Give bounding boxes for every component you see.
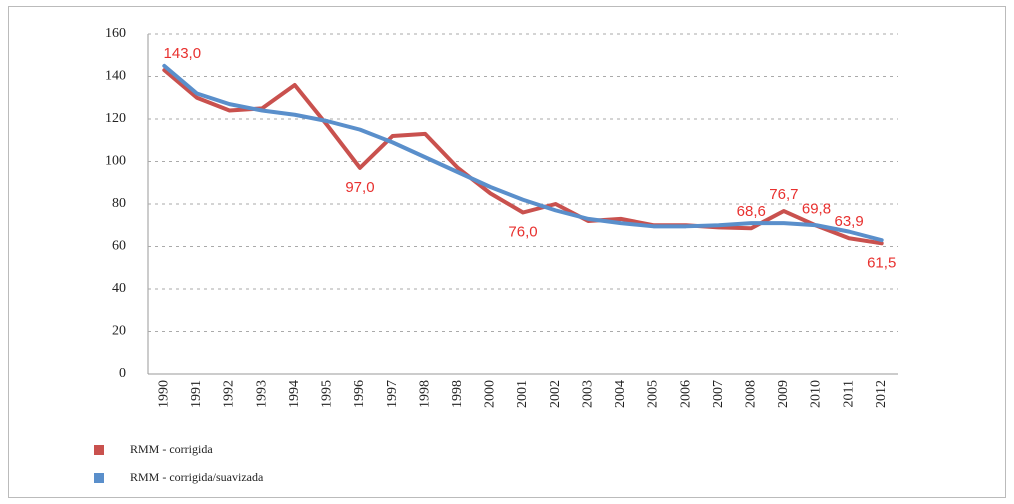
data-label: 69,8 bbox=[802, 201, 831, 218]
x-tick-label: 2003 bbox=[580, 380, 595, 408]
x-tick-label: 1995 bbox=[320, 380, 335, 408]
y-tick-label: 20 bbox=[112, 324, 126, 339]
legend-label: RMM - corrigida/suavizada bbox=[130, 470, 264, 484]
y-tick-label: 60 bbox=[112, 239, 126, 254]
data-label: 76,7 bbox=[769, 186, 798, 203]
data-label: 68,6 bbox=[737, 203, 766, 220]
data-label: 97,0 bbox=[345, 179, 374, 196]
y-tick-label: 80 bbox=[112, 196, 126, 211]
x-tick-label: 1991 bbox=[189, 380, 204, 408]
x-tick-label: 1998 bbox=[417, 380, 432, 408]
data-label: 61,5 bbox=[867, 254, 896, 271]
y-tick-label: 160 bbox=[105, 26, 126, 41]
x-tick-label: 2005 bbox=[646, 380, 661, 408]
x-tick-label: 1992 bbox=[222, 380, 237, 408]
y-tick-label: 40 bbox=[112, 281, 126, 296]
x-tick-label: 2006 bbox=[678, 380, 693, 408]
data-label: 63,9 bbox=[834, 213, 863, 230]
legend-label: RMM - corrigida bbox=[130, 442, 213, 456]
y-tick-label: 120 bbox=[105, 111, 126, 126]
x-tick-label: 2011 bbox=[841, 380, 856, 407]
x-tick-label: 2009 bbox=[776, 380, 791, 408]
y-tick-label: 100 bbox=[105, 154, 126, 169]
y-tick-label: 140 bbox=[105, 69, 126, 84]
series-line bbox=[162, 63, 884, 243]
x-tick-label: 1996 bbox=[352, 380, 367, 408]
x-tick-label: 2001 bbox=[515, 380, 530, 408]
x-tick-label: 1998 bbox=[450, 380, 465, 408]
data-label: 143,0 bbox=[164, 45, 202, 62]
x-tick-label: 1997 bbox=[385, 380, 400, 408]
legend-swatch bbox=[94, 473, 104, 483]
x-tick-label: 1993 bbox=[254, 380, 269, 408]
x-tick-label: 2010 bbox=[809, 380, 824, 408]
data-label: 76,0 bbox=[508, 223, 537, 240]
x-tick-label: 1990 bbox=[157, 380, 172, 408]
y-tick-label: 0 bbox=[119, 366, 126, 381]
x-tick-label: 2004 bbox=[613, 380, 628, 408]
x-tick-label: 2012 bbox=[874, 380, 889, 408]
x-tick-label: 2007 bbox=[711, 380, 726, 408]
series-line bbox=[162, 68, 884, 246]
x-tick-label: 2002 bbox=[548, 380, 563, 408]
frame bbox=[8, 6, 1006, 498]
x-tick-label: 2000 bbox=[483, 380, 498, 408]
x-tick-label: 1994 bbox=[287, 380, 302, 408]
x-tick-label: 2008 bbox=[743, 380, 758, 408]
legend-swatch bbox=[94, 445, 104, 455]
